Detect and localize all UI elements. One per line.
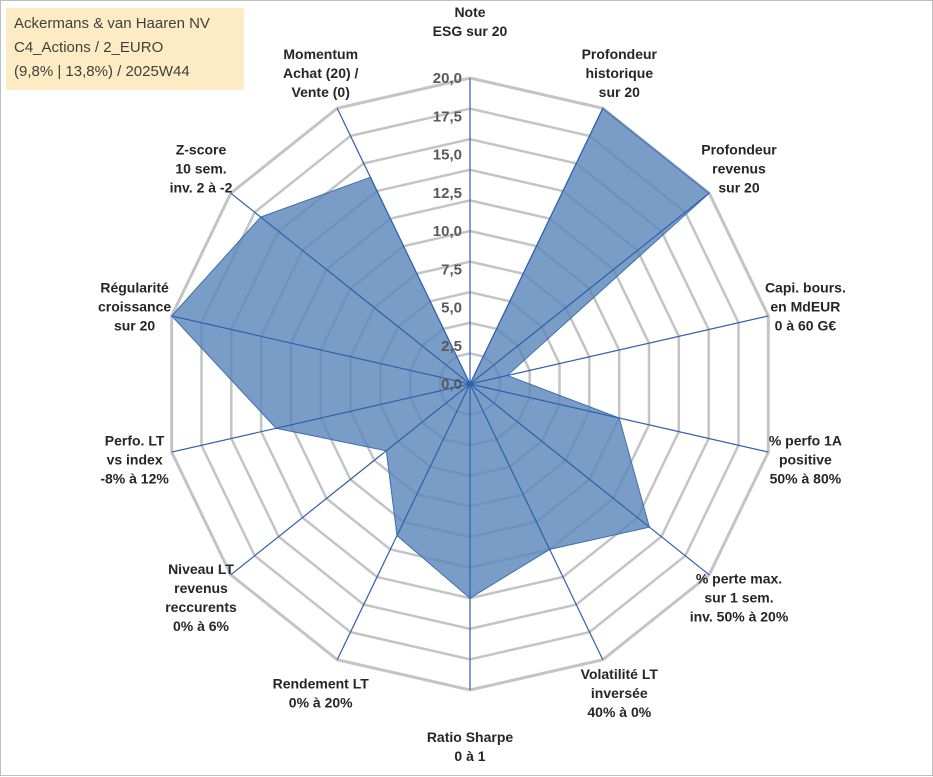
axis-label-line: Rendement LT (273, 675, 370, 691)
axis-label: Capi. bours. en MdEUR 0 à 60 G€ (765, 279, 846, 333)
axis-label-line: Note (454, 4, 485, 20)
axis-label-line: Z-score (176, 141, 227, 157)
axis-spoke (469, 383, 769, 453)
axis-label-line: positive (779, 451, 832, 467)
title-box: Ackermans & van Haaren NV C4_Actions / 2… (6, 8, 244, 90)
tick-label: 2,5 (441, 338, 462, 355)
axis-label-line: Perfo. LT (105, 432, 165, 448)
axis-spoke (469, 192, 710, 385)
axis-label-line: revenus (174, 580, 228, 596)
axis-label-line: 10 sem. (175, 160, 226, 176)
axis-label-line: sur 1 sem. (704, 589, 773, 605)
axis-label-line: Profondeur (582, 46, 658, 62)
axis-label: Momentum Achat (20) / Vente (0) (283, 46, 359, 100)
axis-label-line: Momentum (283, 46, 358, 62)
axis-label-line: % perfo 1A (769, 432, 842, 448)
axis-label: Volatilité LT inversée 40% à 0% (581, 666, 659, 720)
radar-tick-labels: 0,0 2,5 5,0 7,5 10,0 12,5 15,0 17,5 20,0 (433, 70, 462, 393)
axis-label-line: ESG sur 20 (433, 23, 508, 39)
axis-label-line: 0% à 6% (173, 618, 230, 634)
axis-spoke (336, 108, 471, 385)
axis-label-line: inv. 2 à -2 (170, 179, 233, 195)
axis-label-line: en MdEUR (770, 298, 840, 314)
tick-label: 10,0 (433, 223, 462, 240)
axis-label-line: 0 à 1 (454, 748, 485, 764)
axis-label: % perfo 1A positive 50% à 80% (769, 432, 842, 486)
axis-label-line: sur 20 (114, 317, 155, 333)
axis-spoke (469, 383, 604, 660)
axis-spoke (171, 383, 471, 453)
axis-label: Perfo. LT vs index -8% à 12% (100, 432, 169, 486)
axis-label-line: sur 20 (599, 84, 640, 100)
portfolio-label: C4_Actions / 2_EURO (14, 39, 164, 56)
axis-spoke (469, 315, 769, 385)
tick-label: 17,5 (433, 108, 462, 125)
radar-spokes (171, 78, 769, 690)
axis-label: Régularité croissance sur 20 (98, 279, 171, 333)
axis-label-line: % perte max. (696, 570, 782, 586)
axis-label-line: reccurents (165, 599, 237, 615)
axis-spoke (336, 383, 471, 660)
axis-label-line: 50% à 80% (770, 470, 842, 486)
tick-label: 20,0 (433, 70, 462, 87)
axis-label-line: Régularité (100, 279, 169, 295)
axis-label: Niveau LT revenus reccurents 0% à 6% (165, 561, 237, 634)
axis-label-line: Profondeur (701, 141, 777, 157)
axis-label-line: Achat (20) / (283, 65, 359, 81)
tick-label: 7,5 (441, 261, 462, 278)
period-label: (9,8% | 13,8%) / 2025W44 (14, 63, 190, 80)
tick-label: 5,0 (441, 300, 462, 317)
axis-label-line: vs index (107, 451, 163, 467)
tick-label: 0,0 (441, 376, 462, 393)
axis-label-line: revenus (712, 160, 766, 176)
axis-spoke (230, 383, 471, 576)
axis-label-line: -8% à 12% (100, 470, 169, 486)
axis-label-line: Volatilité LT (581, 666, 659, 682)
axis-label-line: inversée (591, 685, 648, 701)
radar-axis-labels: Note ESG sur 20 Profondeur historique sur 20… (98, 4, 846, 764)
axis-label-line: croissance (98, 298, 171, 314)
axis-label-line: historique (585, 65, 653, 81)
axis-spoke (230, 192, 471, 385)
axis-label: Note ESG sur 20 (433, 4, 508, 39)
axis-label-line: 0% à 20% (289, 694, 353, 710)
axis-label-line: Capi. bours. (765, 279, 846, 295)
axis-label: Profondeur historique sur 20 (582, 46, 658, 100)
company-name: Ackermans & van Haaren NV (14, 15, 210, 32)
axis-label: Ratio Sharpe 0 à 1 (427, 729, 514, 764)
axis-label: Rendement LT 0% à 20% (273, 675, 370, 710)
axis-label-line: 0 à 60 G€ (775, 317, 837, 333)
axis-spoke (171, 315, 471, 385)
axis-spoke (469, 108, 604, 385)
axis-label-line: Ratio Sharpe (427, 729, 514, 745)
tick-label: 15,0 (433, 147, 462, 164)
axis-label: % perte max. sur 1 sem. inv. 50% à 20% (690, 570, 789, 624)
axis-label-line: 40% à 0% (587, 704, 651, 720)
axis-label-line: inv. 50% à 20% (690, 608, 789, 624)
axis-label-line: sur 20 (718, 179, 759, 195)
axis-spoke (469, 383, 710, 576)
axis-label-line: Vente (0) (292, 84, 350, 100)
tick-label: 12,5 (433, 185, 462, 202)
axis-label-line: Niveau LT (168, 561, 234, 577)
axis-label: Profondeur revenus sur 20 (701, 141, 777, 195)
axis-label: Z-score 10 sem. inv. 2 à -2 (170, 141, 233, 195)
